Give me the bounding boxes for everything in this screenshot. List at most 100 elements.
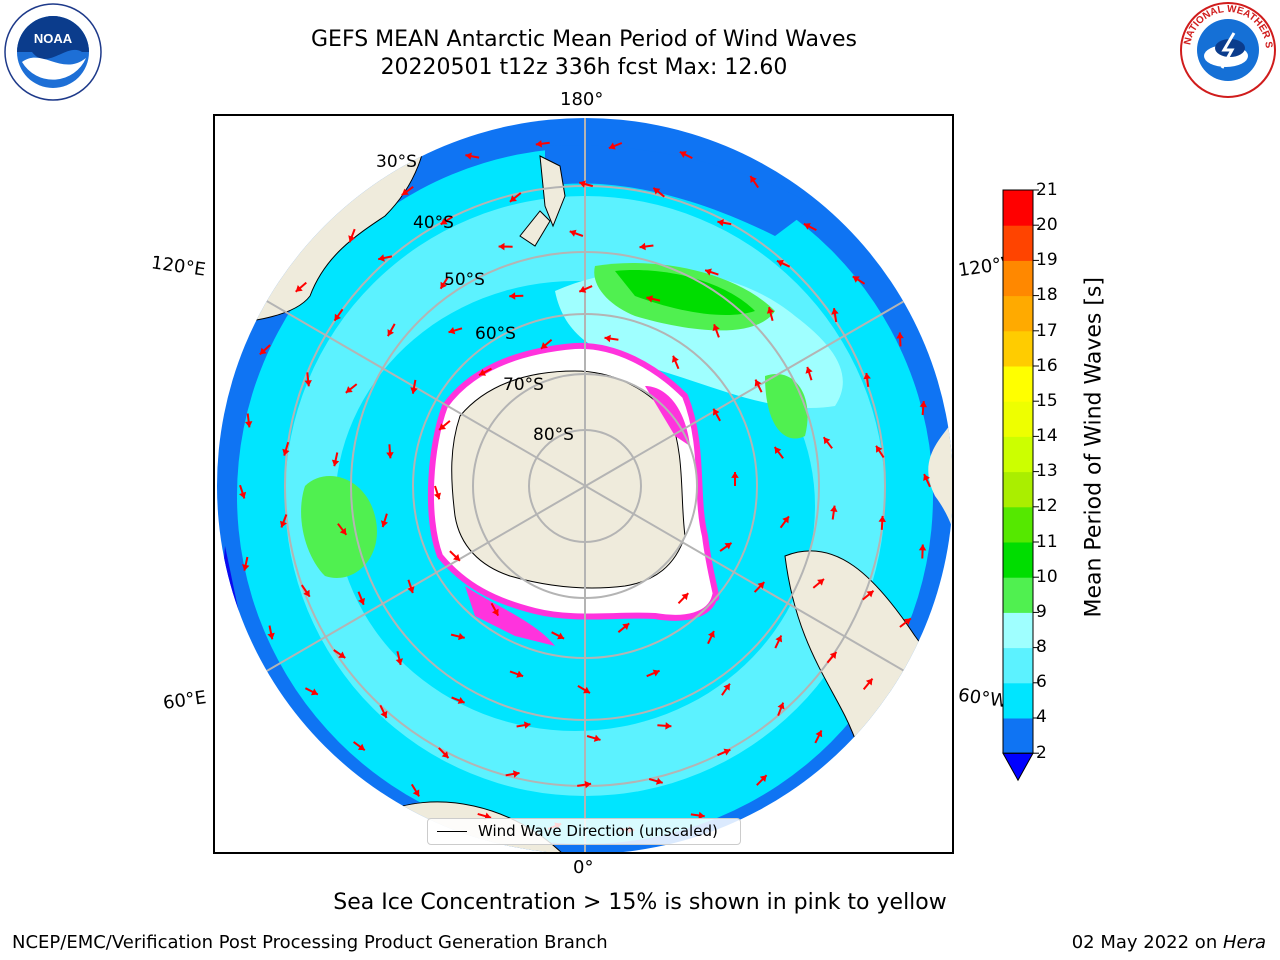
colorbar-cell	[1003, 260, 1033, 297]
wave-direction-arrowhead	[919, 401, 927, 408]
wave-direction-arrowhead	[759, 775, 767, 782]
footer-date-text: 02 May 2022 on	[1071, 932, 1223, 953]
wave-direction-arrowhead	[754, 379, 762, 387]
lat-label-40s: 40°S	[413, 213, 454, 233]
lon-label-60e: 60°E	[161, 687, 208, 714]
nws-logo: NATIONAL WEATHER SERVICE	[1178, 0, 1276, 98]
lat-label-30s: 30°S	[376, 152, 417, 172]
lat-label-70s: 70°S	[503, 375, 544, 395]
colorbar-under-extension	[1002, 752, 1034, 782]
colorbar-cell	[1003, 506, 1033, 543]
colorbar-cell	[1003, 295, 1033, 332]
wave-direction-arrowhead	[433, 492, 441, 500]
wave-direction-arrowhead	[805, 366, 813, 374]
wave-direction-arrowhead	[723, 683, 730, 691]
ocean-2-4-patch	[545, 145, 815, 236]
wave-direction-arrowhead	[407, 586, 415, 594]
colorbar-cell	[1003, 401, 1033, 437]
wave-direction-arrowhead	[245, 421, 253, 428]
colorbar-cell	[1003, 542, 1033, 578]
wave-direction-arrowhead	[386, 452, 394, 459]
wave-direction-arrowhead	[380, 710, 388, 718]
wave-direction-arrowhead	[304, 380, 312, 387]
footer-credit: NCEP/EMC/Verification Post Processing Pr…	[12, 932, 608, 953]
wave-direction-arrowhead	[339, 527, 347, 535]
wave-direction-arrowhead	[766, 307, 775, 314]
colorbar-cell	[1003, 612, 1033, 649]
wave-direction-arrowhead	[817, 579, 824, 586]
lon-label-180: 180°	[560, 89, 604, 110]
antarctica-land	[451, 370, 686, 589]
colorbar-cell	[1003, 436, 1033, 473]
wave-direction-arrowhead	[583, 686, 590, 694]
colorbar-cell	[1003, 366, 1033, 402]
land-madagascar-region	[217, 759, 301, 852]
colorbar-tick-10: 10	[1036, 567, 1058, 587]
wave-direction-arrowhead	[604, 334, 611, 343]
wave-direction-arrowhead	[412, 789, 420, 797]
wave-direction-arrowhead	[439, 423, 446, 430]
wave-direction-arrowhead	[557, 632, 565, 640]
graticule	[217, 118, 952, 852]
wave-direction-arrowhead	[395, 658, 403, 665]
wave-direction-arrowhead	[358, 597, 365, 605]
wave-direction-arrowhead	[509, 292, 516, 300]
wave-direction-arrowhead	[878, 515, 886, 522]
wave-direction-arrowhead	[331, 459, 340, 467]
colorbar	[1002, 189, 1039, 782]
wave-direction-arrows	[239, 140, 931, 834]
colorbar-tick-2: 2	[1036, 743, 1047, 763]
wave-direction-arrowhead	[334, 313, 341, 321]
wave-direction-arrowhead	[652, 669, 660, 677]
wave-direction-arrowhead	[441, 751, 449, 758]
wave-direction-arrowhead	[724, 542, 732, 550]
chart-title: GEFS MEAN Antarctic Mean Period of Wind …	[311, 27, 857, 52]
colorbar-cell	[1003, 682, 1033, 719]
wave-direction-arrowhead	[777, 702, 785, 710]
wave-direction-arrowhead	[348, 235, 356, 243]
wave-direction-arrowhead	[866, 590, 874, 598]
wave-direction-arrowhead	[524, 721, 531, 729]
colorbar-tick-13: 13	[1036, 461, 1058, 481]
wave-direction-arrowhead	[646, 295, 653, 303]
colorbar-tick-19: 19	[1036, 250, 1058, 270]
land-east-edge	[928, 416, 952, 546]
ocean-9-10-patch-west	[301, 476, 377, 578]
wave-direction-arrowhead	[448, 327, 456, 335]
footer-date: 02 May 2022 on Hera	[1072, 932, 1266, 953]
wave-direction-arrowhead	[705, 268, 712, 276]
wave-direction-arrowhead	[608, 142, 616, 150]
wave-direction-arrowhead	[876, 445, 883, 453]
legend-line-swatch	[437, 831, 467, 832]
colorbar-ticks	[1033, 189, 1039, 754]
sea-ice-weddell	[465, 586, 555, 646]
wave-direction-arrowhead	[242, 564, 250, 571]
wave-direction-arrowhead	[831, 308, 839, 315]
wave-direction-arrowhead	[757, 582, 765, 589]
wave-direction-arrowhead	[584, 780, 592, 789]
wave-direction-arrowhead	[535, 140, 543, 148]
noaa-logo: NOAA	[4, 3, 102, 101]
wave-direction-arrowhead	[410, 387, 418, 394]
wave-direction-arrowhead	[457, 697, 465, 704]
wave-direction-arrowhead	[516, 670, 524, 678]
wave-direction-arrowhead	[239, 491, 247, 499]
wave-direction-arrowhead	[484, 812, 492, 820]
wave-direction-arrowhead	[303, 589, 310, 597]
wave-direction-arrowhead	[829, 652, 837, 659]
colorbar-tick-21: 21	[1036, 180, 1058, 200]
wave-direction-arrowhead	[671, 355, 679, 363]
lon-label-0: 0°	[573, 857, 594, 878]
wave-direction-arrowhead	[923, 474, 930, 481]
wave-direction-arrowhead	[775, 635, 783, 643]
wave-direction-arrowhead	[776, 259, 784, 267]
wave-direction-arrowhead	[782, 516, 789, 524]
wave-direction-arrowhead	[653, 187, 661, 195]
colorbar-tick-14: 14	[1036, 426, 1058, 446]
wave-direction-arrowhead	[380, 520, 388, 528]
wave-direction-arrowhead	[465, 152, 472, 160]
colorbar-tick-9: 9	[1036, 602, 1047, 622]
lat-label-80s: 80°S	[533, 425, 574, 445]
wave-direction-arrowhead	[440, 281, 447, 289]
wave-direction-arrowhead	[731, 472, 739, 478]
